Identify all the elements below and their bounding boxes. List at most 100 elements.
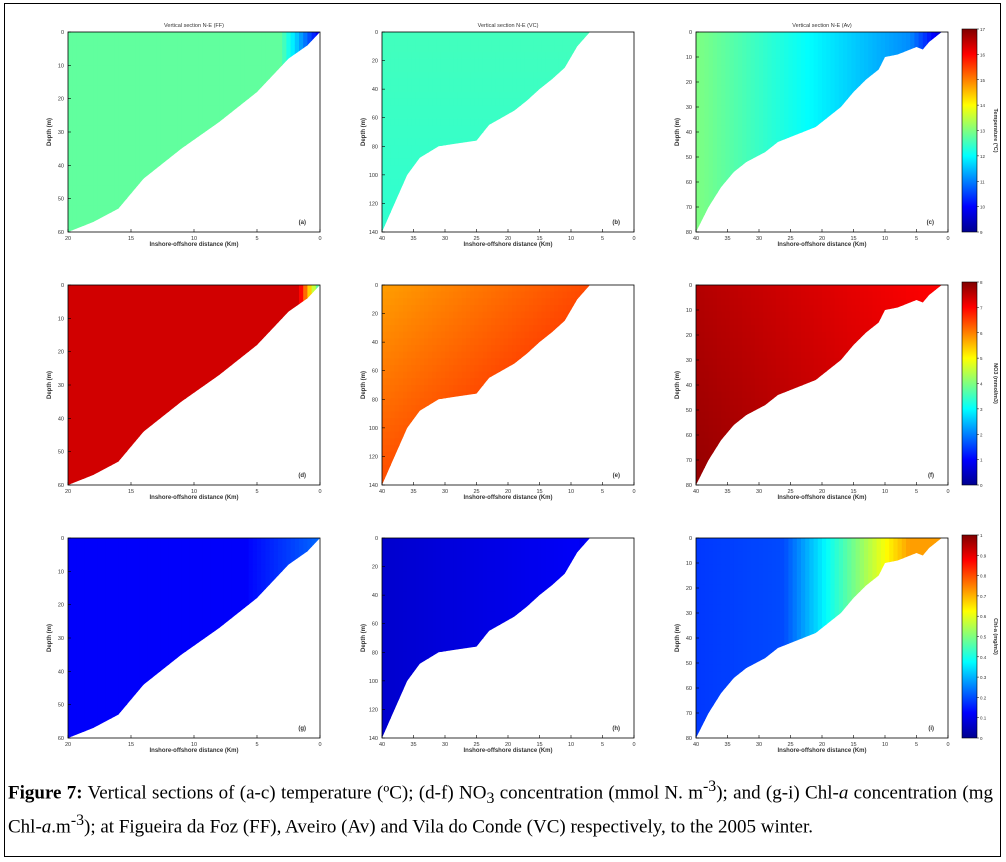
section-cell bbox=[508, 172, 513, 180]
section-cell bbox=[80, 138, 86, 146]
section-cell bbox=[76, 225, 82, 232]
section-cell bbox=[152, 165, 157, 173]
section-cell bbox=[415, 32, 421, 40]
section-cell bbox=[495, 132, 501, 140]
section-cell bbox=[775, 192, 781, 200]
section-cell bbox=[729, 92, 735, 100]
section-cell bbox=[386, 212, 391, 220]
section-cell bbox=[303, 185, 308, 193]
section-cell bbox=[269, 118, 275, 126]
section-cell bbox=[139, 38, 145, 46]
section-cell bbox=[386, 52, 391, 60]
section-cell bbox=[474, 198, 480, 206]
section-cell bbox=[796, 98, 802, 106]
section-cell bbox=[708, 32, 714, 40]
section-cell bbox=[227, 145, 233, 153]
section-cell bbox=[244, 152, 250, 160]
section-cell bbox=[533, 45, 538, 53]
section-cell bbox=[583, 218, 589, 226]
section-cell bbox=[394, 65, 400, 73]
section-cell bbox=[851, 78, 857, 86]
section-cell bbox=[294, 72, 300, 80]
section-cell bbox=[520, 58, 526, 66]
section-cell bbox=[445, 218, 450, 226]
section-cell bbox=[805, 145, 810, 153]
section-cell bbox=[273, 192, 279, 200]
section-cell bbox=[390, 138, 396, 146]
section-cell bbox=[583, 125, 589, 133]
section-cell bbox=[101, 105, 107, 113]
section-cell bbox=[529, 198, 534, 206]
section-cell bbox=[110, 165, 115, 173]
section-cell bbox=[135, 105, 140, 113]
section-cell bbox=[126, 32, 132, 40]
section-cell bbox=[516, 198, 522, 206]
section-cell bbox=[84, 152, 90, 160]
section-cell bbox=[114, 92, 119, 100]
section-cell bbox=[571, 98, 576, 106]
section-cell bbox=[466, 172, 471, 180]
section-cell bbox=[390, 132, 396, 140]
section-cell bbox=[206, 212, 212, 220]
section-cell bbox=[847, 52, 852, 60]
section-cell bbox=[299, 105, 304, 113]
section-cell bbox=[185, 105, 191, 113]
section-cell bbox=[834, 198, 840, 206]
section-cell bbox=[415, 158, 421, 166]
section-cell bbox=[780, 52, 785, 60]
section-cell bbox=[449, 145, 454, 153]
section-cell bbox=[843, 72, 848, 80]
section-cell bbox=[788, 118, 794, 126]
section-cell bbox=[457, 165, 463, 173]
section-cell bbox=[424, 78, 429, 86]
section-cell bbox=[763, 138, 768, 146]
section-cell bbox=[696, 205, 701, 213]
section-cell bbox=[461, 92, 467, 100]
section-cell bbox=[529, 98, 534, 106]
section-cell bbox=[466, 205, 471, 213]
section-cell bbox=[84, 45, 90, 53]
section-cell bbox=[131, 78, 136, 86]
section-cell bbox=[554, 178, 559, 186]
section-cell bbox=[307, 125, 313, 133]
section-cell bbox=[135, 98, 140, 106]
section-cell bbox=[491, 118, 496, 126]
section-cell bbox=[868, 165, 873, 173]
section-cell bbox=[733, 132, 739, 140]
section-cell bbox=[390, 145, 396, 153]
section-cell bbox=[516, 145, 522, 153]
section-cell bbox=[700, 65, 705, 73]
section-cell bbox=[717, 52, 722, 60]
section-cell bbox=[575, 192, 580, 200]
section-cell bbox=[775, 132, 781, 140]
section-cell bbox=[605, 132, 610, 139]
section-cell bbox=[822, 145, 827, 153]
section-cell bbox=[386, 152, 391, 160]
section-cell bbox=[847, 112, 852, 120]
section-cell bbox=[152, 85, 157, 93]
section-cell bbox=[210, 58, 216, 66]
section-cell bbox=[457, 112, 463, 120]
section-cell bbox=[621, 172, 626, 179]
section-cell bbox=[185, 192, 191, 200]
section-cell bbox=[290, 138, 296, 146]
section-cell bbox=[545, 105, 551, 113]
section-cell bbox=[487, 112, 492, 120]
section-cell bbox=[110, 152, 115, 160]
section-cell bbox=[617, 125, 622, 132]
section-cell bbox=[855, 92, 861, 100]
section-cell bbox=[855, 138, 861, 146]
section-cell bbox=[135, 178, 140, 186]
section-cell bbox=[231, 105, 237, 113]
section-cell bbox=[805, 192, 810, 200]
section-cell bbox=[248, 92, 254, 100]
section-cell bbox=[876, 185, 882, 193]
section-cell bbox=[626, 139, 631, 146]
section-cell bbox=[110, 32, 115, 40]
section-cell bbox=[252, 158, 258, 166]
section-cell bbox=[261, 212, 266, 220]
section-cell bbox=[516, 52, 522, 60]
section-cell bbox=[742, 45, 747, 53]
section-cell bbox=[215, 225, 220, 232]
section-cell bbox=[76, 105, 82, 113]
